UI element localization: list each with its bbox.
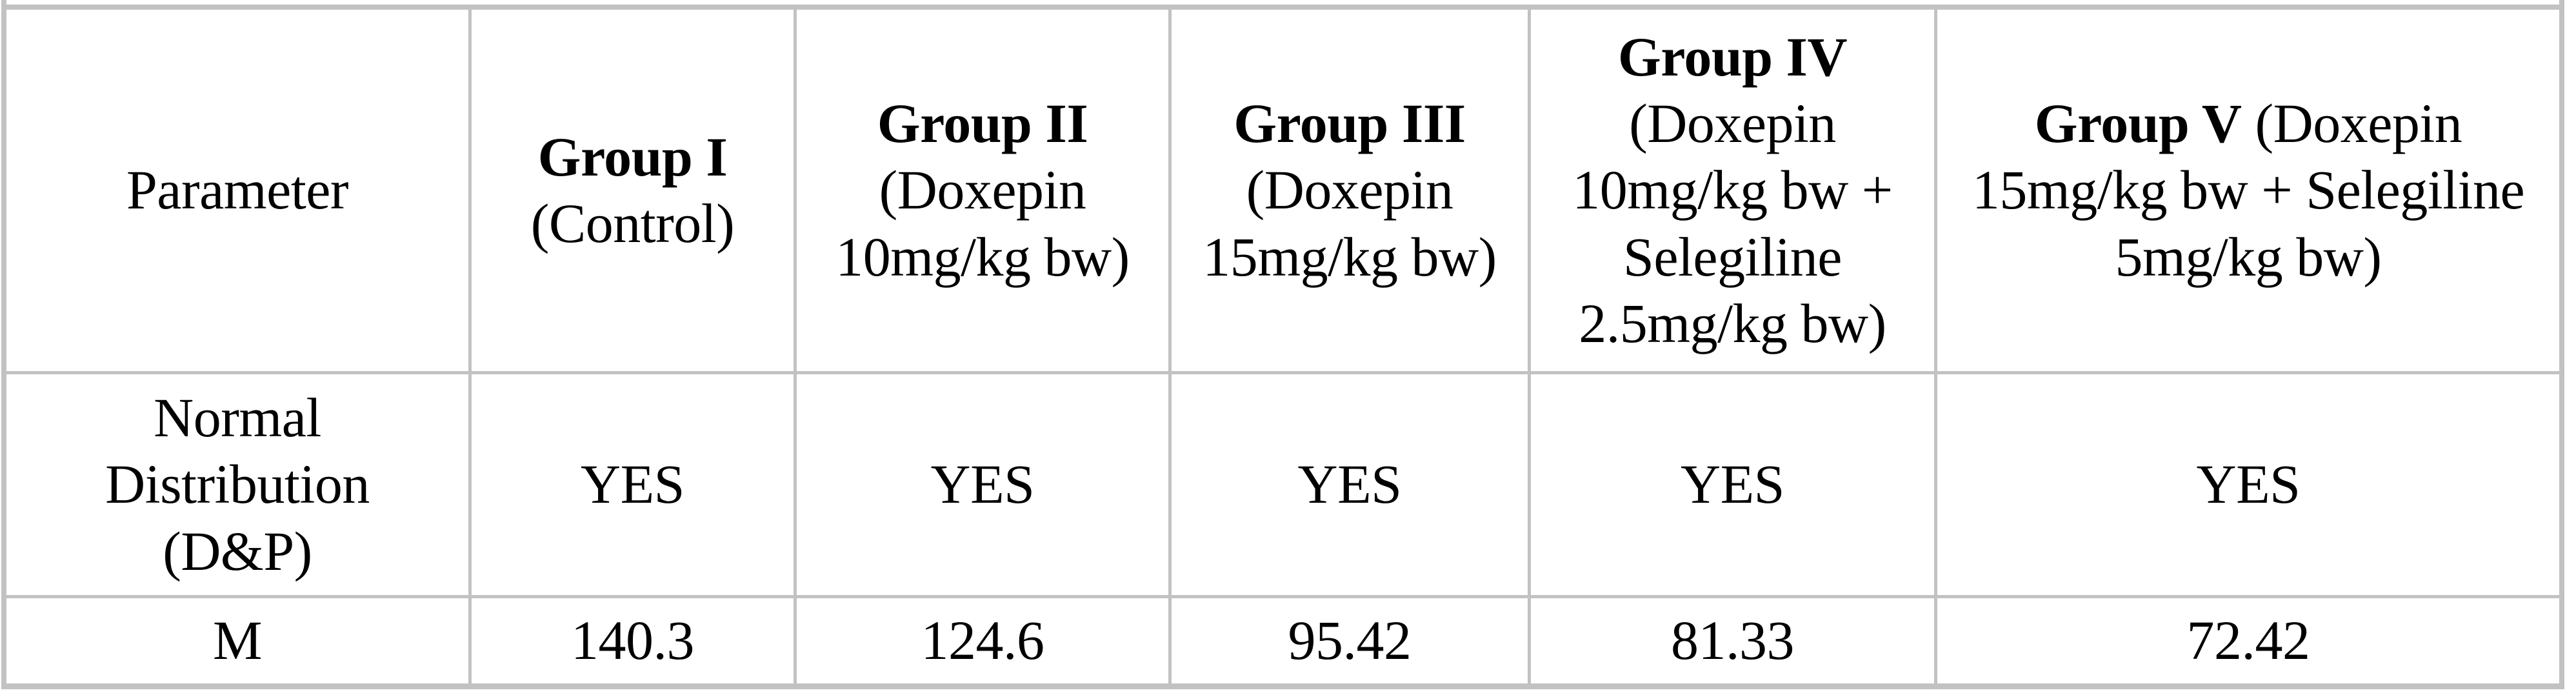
m-group-2: 124.6 [797, 598, 1168, 683]
group-1-dose: (Control) [530, 192, 735, 254]
m-group-3: 95.42 [1172, 598, 1528, 683]
m-group-5: 72.42 [1937, 598, 2559, 683]
cell-value: 124.6 [921, 609, 1045, 672]
normal-distribution-group-3: YES [1172, 374, 1528, 595]
group-3-name: Group III [1233, 92, 1466, 155]
header-parameter: Parameter [6, 10, 468, 371]
normal-distribution-group-5: YES [1937, 374, 2559, 595]
row-m-label: M [6, 598, 468, 683]
group-5-dose: (Doxepin 15mg/kg bw + Selegiline 5mg/kg … [1972, 92, 2525, 288]
cell-value: YES [930, 453, 1035, 516]
group-5-name: Group V [2034, 92, 2242, 155]
cell-value: 95.42 [1288, 609, 1412, 672]
cell-value: 81.33 [1671, 609, 1795, 672]
m-group-4: 81.33 [1531, 598, 1934, 683]
header-group-3: Group III (Doxepin 15mg/kg bw) [1172, 10, 1528, 371]
row-normal-distribution-label: Normal Distribution (D&P) [6, 374, 468, 595]
cropped-row-sliver [6, 0, 2559, 6]
parameter-name: Normal Distribution (D&P) [105, 387, 370, 582]
normal-distribution-group-4: YES [1531, 374, 1934, 595]
header-group-1: Group I (Control) [472, 10, 794, 371]
cell-value: YES [581, 453, 684, 516]
group-2-name: Group II [877, 92, 1088, 155]
cell-value: 140.3 [571, 609, 695, 672]
group-4-name: Group IV [1617, 26, 1848, 88]
normal-distribution-group-2: YES [797, 374, 1168, 595]
group-1-name: Group I [537, 125, 728, 188]
cell-value: 72.42 [2186, 609, 2311, 672]
group-3-dose: (Doxepin 15mg/kg bw) [1203, 159, 1497, 288]
m-group-1: 140.3 [472, 598, 794, 683]
parameter-name: M [213, 609, 262, 672]
header-group-2: Group II (Doxepin 10mg/kg bw) [797, 10, 1168, 371]
group-5-title: Group V (Doxepin 15mg/kg bw + Selegiline… [1945, 90, 2551, 290]
group-2-dose: (Doxepin 10mg/kg bw) [835, 159, 1130, 288]
normal-distribution-group-1: YES [472, 374, 794, 595]
header-group-4: Group IV (Doxepin 10mg/kg bw + Selegilin… [1531, 10, 1934, 371]
cell-value: YES [1297, 453, 1402, 516]
cell-value: YES [1681, 453, 1784, 516]
cell-value: YES [2196, 453, 2301, 516]
header-group-5: Group V (Doxepin 15mg/kg bw + Selegiline… [1937, 10, 2559, 371]
group-4-dose: (Doxepin 10mg/kg bw + Selegiline 2.5mg/k… [1572, 92, 1893, 354]
